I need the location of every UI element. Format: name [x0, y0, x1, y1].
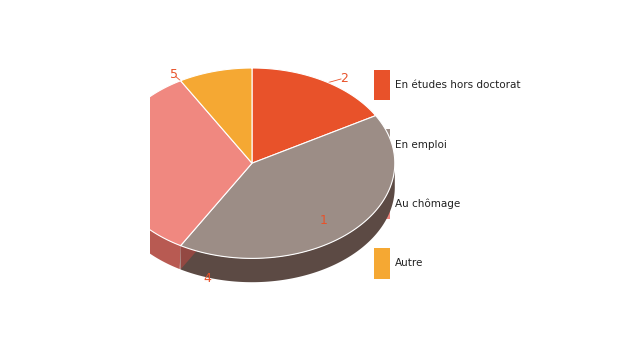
Text: 1: 1 — [319, 215, 327, 227]
PathPatch shape — [180, 163, 252, 269]
Bar — [374, 248, 390, 279]
Text: Autre: Autre — [395, 258, 423, 269]
Text: Au chômage: Au chômage — [395, 199, 460, 209]
Bar — [374, 189, 390, 219]
PathPatch shape — [180, 162, 395, 282]
PathPatch shape — [180, 68, 252, 163]
Text: En emploi: En emploi — [395, 139, 447, 150]
PathPatch shape — [109, 81, 252, 245]
PathPatch shape — [252, 68, 376, 163]
Text: 5: 5 — [170, 68, 178, 81]
Bar — [374, 70, 390, 100]
PathPatch shape — [109, 162, 180, 269]
Text: En études hors doctorat: En études hors doctorat — [395, 80, 520, 90]
PathPatch shape — [180, 116, 395, 258]
Text: 2: 2 — [340, 72, 348, 85]
Bar — [374, 129, 390, 160]
Text: 4: 4 — [204, 272, 212, 285]
